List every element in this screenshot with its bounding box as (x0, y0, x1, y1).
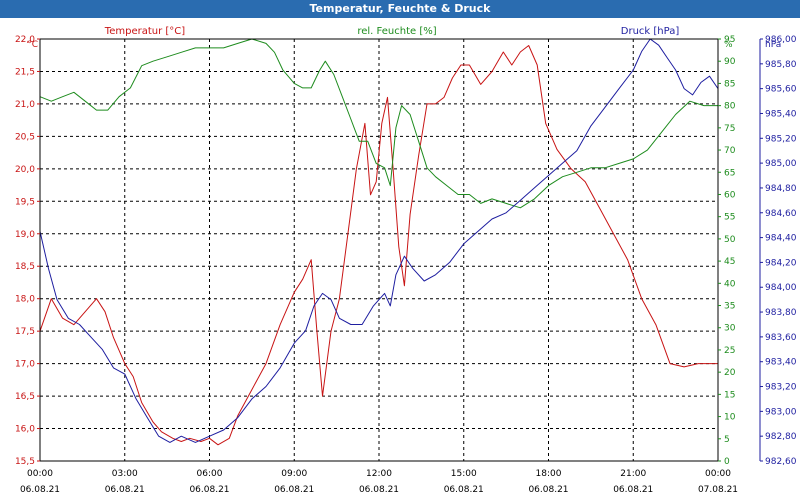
axis-labels: 00:00 06.08.21 03:00 06.08.21 06:00 06.08.21 0… (15, 35, 797, 495)
x-tick-time: 18:00 (536, 469, 562, 479)
x-tick-date: 06.08.21 (359, 485, 399, 495)
humidity-tick-label: 80 (724, 102, 736, 112)
humidity-tick-label: 95 (724, 35, 735, 45)
pressure-tick-label: 985,20 (765, 134, 797, 144)
x-tick-time: 06:00 (197, 469, 223, 479)
humidity-tick-label: 0 (724, 457, 730, 467)
x-tick-time: 21:00 (620, 469, 646, 479)
grid-lines (40, 39, 718, 461)
temperature-tick-label: 19,0 (15, 230, 35, 240)
humidity-tick-label: 60 (724, 190, 736, 200)
chart-area: 00:00 06.08.21 03:00 06.08.21 06:00 06.08.21 0… (0, 18, 800, 500)
humidity-tick-label: 40 (724, 279, 736, 289)
pressure-tick-label: 985,00 (765, 159, 797, 169)
chart-title: Temperatur, Feuchte & Druck (0, 0, 800, 18)
x-tick-time: 15:00 (451, 469, 477, 479)
humidity-tick-label: 10 (724, 413, 736, 423)
temperature-tick-label: 18,0 (15, 295, 35, 305)
temperature-tick-label: 17,0 (15, 360, 35, 370)
temperature-tick-label: 22,0 (15, 35, 35, 45)
pressure-tick-label: 984,00 (765, 283, 797, 293)
pressure-tick-label: 983,60 (765, 333, 797, 343)
x-tick-time: 09:00 (281, 469, 307, 479)
pressure-tick-label: 983,00 (765, 407, 797, 417)
temperature-tick-label: 18,5 (15, 262, 35, 272)
x-tick-date: 06.08.21 (528, 485, 568, 495)
temperature-tick-label: 17,5 (15, 327, 35, 337)
humidity-unit: % (724, 40, 733, 50)
x-tick-time: 00:00 (705, 469, 731, 479)
pressure-tick-label: 983,20 (765, 383, 797, 393)
humidity-tick-label: 35 (724, 302, 735, 312)
temperature-tick-label: 15,5 (15, 457, 35, 467)
humidity-tick-label: 90 (724, 57, 736, 67)
x-tick-time: 03:00 (112, 469, 138, 479)
x-tick-date: 06.08.21 (20, 485, 60, 495)
pressure-tick-label: 985,40 (765, 109, 797, 119)
humidity-tick-label: 85 (724, 79, 735, 89)
temperature-tick-label: 20,5 (15, 132, 35, 142)
humidity-tick-label: 75 (724, 124, 735, 134)
pressure-tick-label: 986,00 (765, 35, 797, 45)
humidity-tick-label: 55 (724, 213, 735, 223)
temperature-tick-label: 16,5 (15, 392, 35, 402)
pressure-tick-label: 983,80 (765, 308, 797, 318)
pressure-tick-label: 984,80 (765, 184, 797, 194)
humidity-tick-label: 45 (724, 257, 735, 267)
temperature-tick-label: 19,5 (15, 197, 35, 207)
series-lines (39, 38, 719, 446)
x-tick-date: 06.08.21 (274, 485, 314, 495)
x-tick-date: 06.08.21 (444, 485, 484, 495)
humidity-tick-label: 70 (724, 146, 736, 156)
pressure-tick-label: 982,60 (765, 457, 797, 467)
x-tick-date: 06.08.21 (105, 485, 145, 495)
humidity-tick-label: 5 (724, 435, 730, 445)
pressure-tick-label: 985,60 (765, 85, 797, 95)
temperature-tick-label: 20,0 (15, 165, 35, 175)
pressure-unit: hPa (765, 40, 781, 50)
x-tick-date: 06.08.21 (613, 485, 653, 495)
pressure-tick-label: 983,40 (765, 358, 797, 368)
x-tick-time: 12:00 (366, 469, 392, 479)
x-tick-date: 06.08.21 (189, 485, 229, 495)
pressure-series-line (39, 38, 719, 443)
x-tick-date: 07.08.21 (698, 485, 738, 495)
pressure-tick-label: 985,80 (765, 60, 797, 70)
temperature-tick-label: 16,0 (15, 425, 35, 435)
temperature-axis-title: Temperatur [°C] (104, 26, 185, 37)
humidity-axis-title: rel. Feuchte [%] (357, 26, 436, 37)
humidity-tick-label: 65 (724, 168, 735, 178)
humidity-series-line (39, 38, 718, 209)
humidity-tick-label: 30 (724, 324, 736, 334)
pressure-tick-label: 984,20 (765, 258, 797, 268)
pressure-tick-label: 982,80 (765, 432, 797, 442)
pressure-tick-label: 984,60 (765, 209, 797, 219)
temperature-series-line (39, 45, 718, 446)
temperature-unit: °C (27, 40, 38, 50)
x-tick-time: 00:00 (27, 469, 53, 479)
humidity-tick-label: 50 (724, 235, 736, 245)
temperature-tick-label: 21,5 (15, 67, 35, 77)
humidity-tick-label: 20 (724, 368, 736, 378)
pressure-axis-title: Druck [hPa] (621, 26, 680, 37)
pressure-tick-label: 984,40 (765, 234, 797, 244)
humidity-tick-label: 25 (724, 346, 735, 356)
temperature-tick-label: 21,0 (15, 100, 35, 110)
plot-frame (39, 38, 719, 462)
humidity-tick-label: 15 (724, 390, 735, 400)
